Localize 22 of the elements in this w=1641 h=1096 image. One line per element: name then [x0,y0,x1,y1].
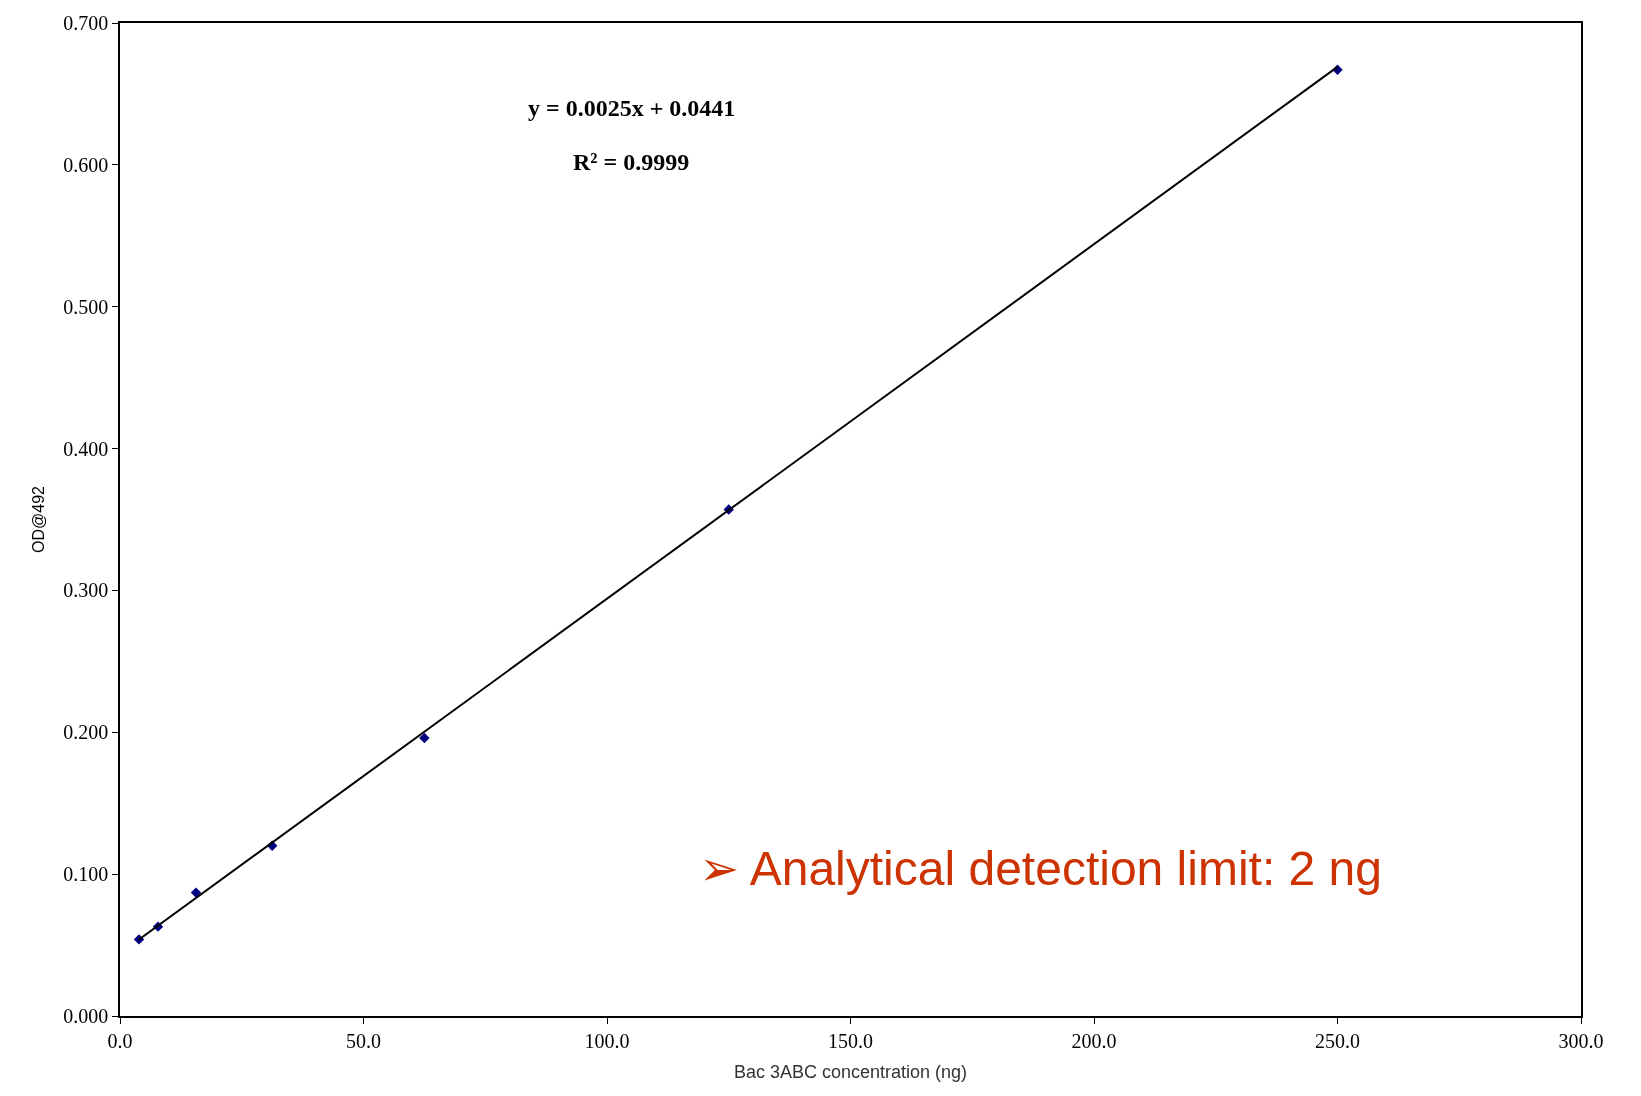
y-tick-label: 0.400 [63,437,109,460]
point [419,732,430,744]
y-tick-label: 0.100 [63,863,109,886]
x-tick-label: 150.0 [828,1029,873,1052]
y-tick-label: 0.300 [63,579,109,602]
y-tick-label: 0.600 [63,153,109,176]
y-tick-label: 0.000 [63,1005,109,1027]
x-tick-label: 300.0 [1558,1029,1604,1052]
x-tick-label: 100.0 [584,1029,630,1052]
x-tick-label: 250.0 [1315,1029,1360,1052]
y-tick-label: 0.700 [63,12,109,34]
point [190,887,202,898]
annotation: ➢ Analytical detection limit: 2 ng [699,842,1383,895]
x-axis-title: Bac 3ABC concentration (ng) [733,1062,968,1083]
y-axis-title: OD@492 [29,485,47,553]
y-tick-label: 0.200 [63,721,109,744]
annotation: R² = 0.9999 [573,149,690,175]
annotation: y = 0.0025x + 0.0441 [528,95,736,121]
x-tick-label: 50.0 [346,1029,381,1052]
x-tick-label: 200.0 [1071,1029,1117,1052]
y-tick-label: 0.500 [63,295,109,318]
x-tick-label: 0.0 [107,1029,133,1052]
